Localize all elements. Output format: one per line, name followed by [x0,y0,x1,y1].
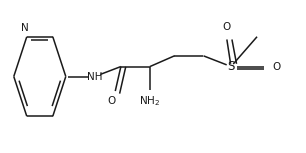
Text: NH: NH [87,71,103,82]
Text: O: O [222,22,230,32]
Text: NH$_2$: NH$_2$ [139,94,161,108]
Text: O: O [108,96,116,106]
Text: O: O [272,62,281,72]
Text: N: N [21,23,29,33]
Text: S: S [227,60,235,73]
